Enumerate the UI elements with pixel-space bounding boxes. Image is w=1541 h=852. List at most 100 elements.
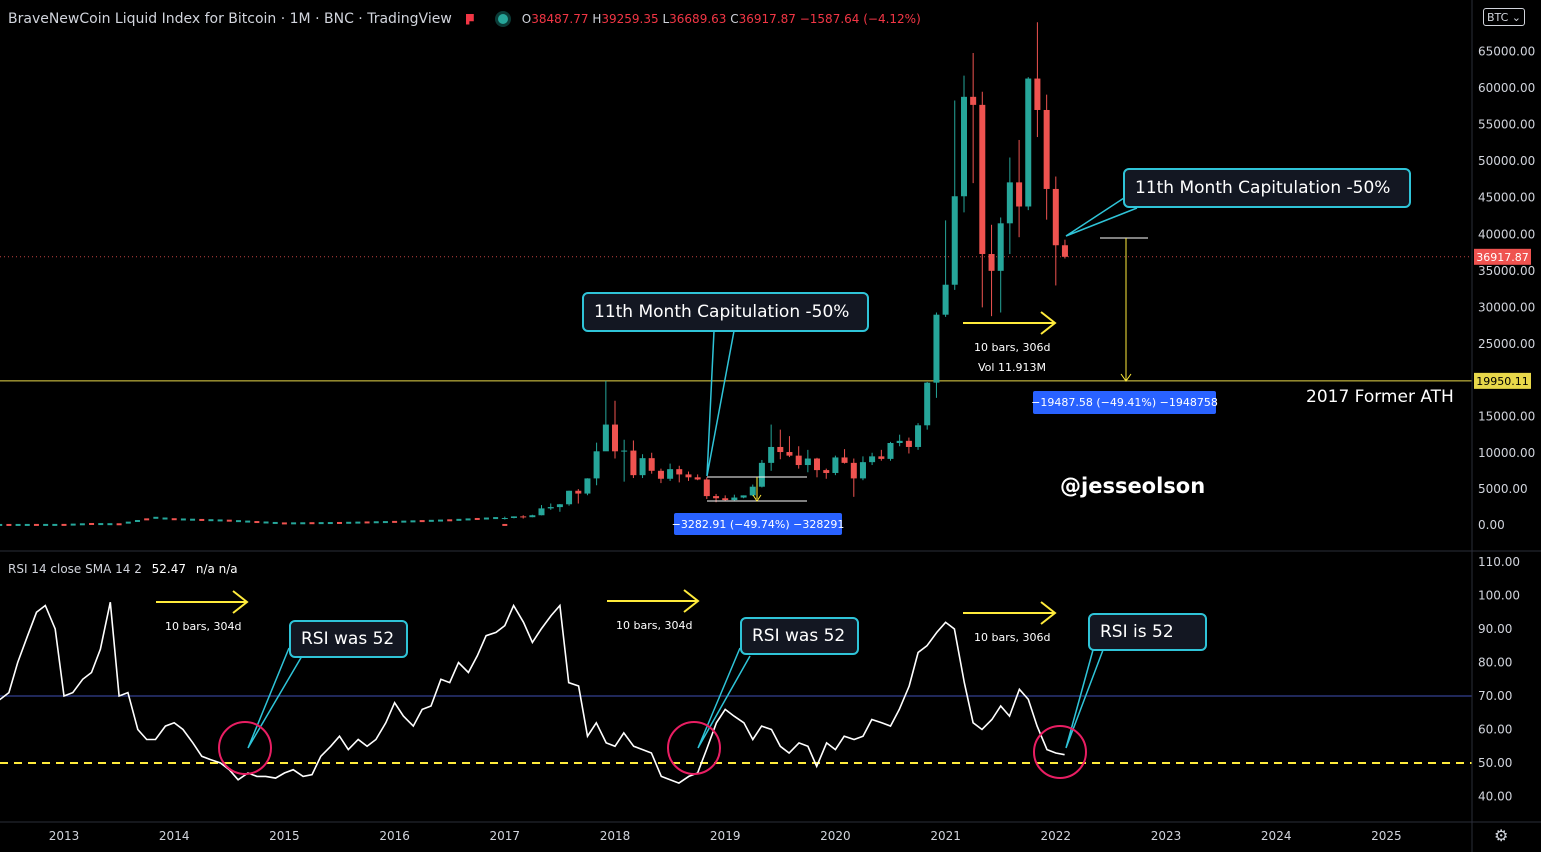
candle (1016, 182, 1023, 207)
gear-icon[interactable]: ⚙ (1494, 828, 1509, 845)
price-tag-bg (1474, 248, 1531, 265)
time-tick-label: 2014 (159, 829, 190, 843)
time-tick-label: 2020 (820, 829, 851, 843)
candle (804, 458, 811, 466)
candle (685, 474, 692, 478)
candle (905, 440, 912, 447)
candle (373, 521, 379, 524)
bars-label-price: 10 bars, 306d (974, 341, 1051, 354)
candle (823, 470, 830, 473)
candle (731, 497, 738, 501)
candle (602, 424, 609, 452)
chart-title: BraveNewCoin Liquid Index for Bitcoin · … (8, 11, 452, 27)
candle (694, 477, 701, 480)
candle (79, 523, 85, 526)
measure-head-2018 (752, 494, 762, 502)
change-value: −1587.64 (−4.12%) (799, 12, 921, 26)
candle (676, 469, 683, 475)
candle (428, 519, 434, 522)
rsi-series (0, 602, 1065, 784)
candle-series (0, 22, 1068, 526)
candle (24, 523, 30, 526)
candle (107, 523, 113, 526)
candle (162, 517, 168, 520)
candle (988, 254, 995, 271)
candle (125, 521, 131, 524)
candle (1052, 188, 1059, 246)
candle (43, 523, 49, 526)
candle (915, 425, 922, 447)
time-tick-label: 2016 (379, 829, 410, 843)
candle (795, 455, 802, 466)
candle (758, 462, 765, 487)
candle (447, 519, 453, 522)
candle (648, 458, 655, 471)
currency-button[interactable]: BTC ⌄ (1483, 8, 1525, 26)
candle (438, 519, 444, 522)
price-tag: 36917.87 (1476, 251, 1529, 264)
price-tick-label: 55000.00 (1478, 118, 1535, 132)
candle (208, 519, 214, 522)
rsi-label: RSI 14 close SMA 14 2 (8, 562, 142, 576)
candle (547, 507, 554, 509)
candle (942, 284, 949, 315)
price-axis-bg (1472, 0, 1541, 852)
candle (859, 462, 866, 479)
candle (1061, 245, 1068, 257)
candle (291, 522, 297, 525)
pointer-rsi-2014 (247, 647, 303, 749)
callout-capitulation-2018[interactable]: 11th Month Capitulation -50% (582, 292, 869, 332)
candle (300, 522, 306, 525)
candle (392, 520, 398, 523)
rsi-na: n/a n/a (195, 562, 238, 576)
candle (70, 523, 76, 526)
candle (456, 518, 462, 521)
candle (869, 456, 876, 463)
candle (933, 314, 940, 383)
measure-label-2022: −19487.58 (−49.41%) −1948758 (1031, 391, 1218, 414)
candle (713, 496, 720, 499)
candle (740, 495, 747, 498)
rsi-line (0, 602, 1065, 784)
candle (878, 456, 885, 459)
candle (529, 515, 536, 518)
candle (281, 522, 287, 525)
callout-rsi-2022[interactable]: RSI is 52 (1088, 613, 1207, 651)
flag-icon[interactable] (465, 13, 474, 25)
price-tick-label: 35000.00 (1478, 264, 1535, 278)
bars-label-rsi-2022: 10 bars, 306d (974, 631, 1051, 644)
candle (6, 523, 12, 526)
candle (832, 457, 839, 473)
callout-rsi-2018[interactable]: RSI was 52 (740, 617, 859, 655)
candle (667, 469, 674, 479)
candle (887, 442, 894, 459)
rsi-value: 52.47 (151, 562, 187, 576)
candle (841, 457, 848, 463)
candle (190, 518, 196, 521)
candle (1006, 182, 1013, 224)
time-tick-label: 2015 (269, 829, 300, 843)
price-tick-label: 45000.00 (1478, 191, 1535, 205)
candle (474, 517, 480, 520)
candle (217, 519, 223, 522)
bars-label-rsi-2014: 10 bars, 304d (165, 620, 242, 633)
price-tick-label: 30000.00 (1478, 300, 1535, 314)
candle (272, 521, 278, 524)
vol-label-price: Vol 11.913M (978, 361, 1046, 374)
candle (566, 490, 573, 505)
callout-capitulation-2022[interactable]: 11th Month Capitulation -50% (1123, 168, 1411, 208)
candle (382, 521, 388, 524)
candle (245, 520, 251, 523)
candle (410, 520, 416, 523)
candle (364, 521, 370, 524)
rsi-header: RSI 14 close SMA 14 2 52.47 n/a n/a (8, 562, 238, 576)
callout-rsi-2014[interactable]: RSI was 52 (289, 620, 408, 658)
candle (226, 519, 232, 522)
time-tick-label: 2013 (49, 829, 80, 843)
candle (501, 517, 508, 519)
rsi-tick-label: 70.00 (1478, 689, 1512, 703)
candle (171, 518, 177, 521)
candle (722, 498, 729, 501)
candle (318, 522, 324, 525)
